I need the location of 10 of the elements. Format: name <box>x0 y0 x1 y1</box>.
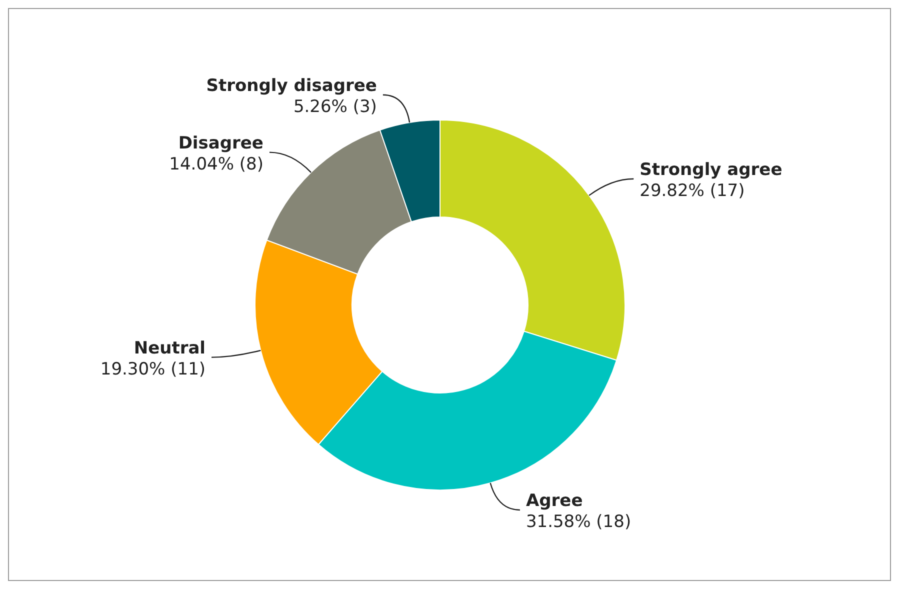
data-label: 31.58% (18) <box>526 512 632 532</box>
slice-label: Disagree <box>178 133 264 154</box>
slice-label: Neutral <box>134 338 206 358</box>
slice-label: Strongly disagree <box>206 76 377 96</box>
data-label: 29.82% (17) <box>640 180 745 201</box>
slice-label: Agree <box>526 490 583 511</box>
data-label: 14.04% (8) <box>169 154 264 174</box>
data-label: 5.26% (3) <box>293 96 377 117</box>
slice-label: Strongly agree <box>640 160 782 180</box>
data-label: 19.30% (11) <box>100 359 206 380</box>
